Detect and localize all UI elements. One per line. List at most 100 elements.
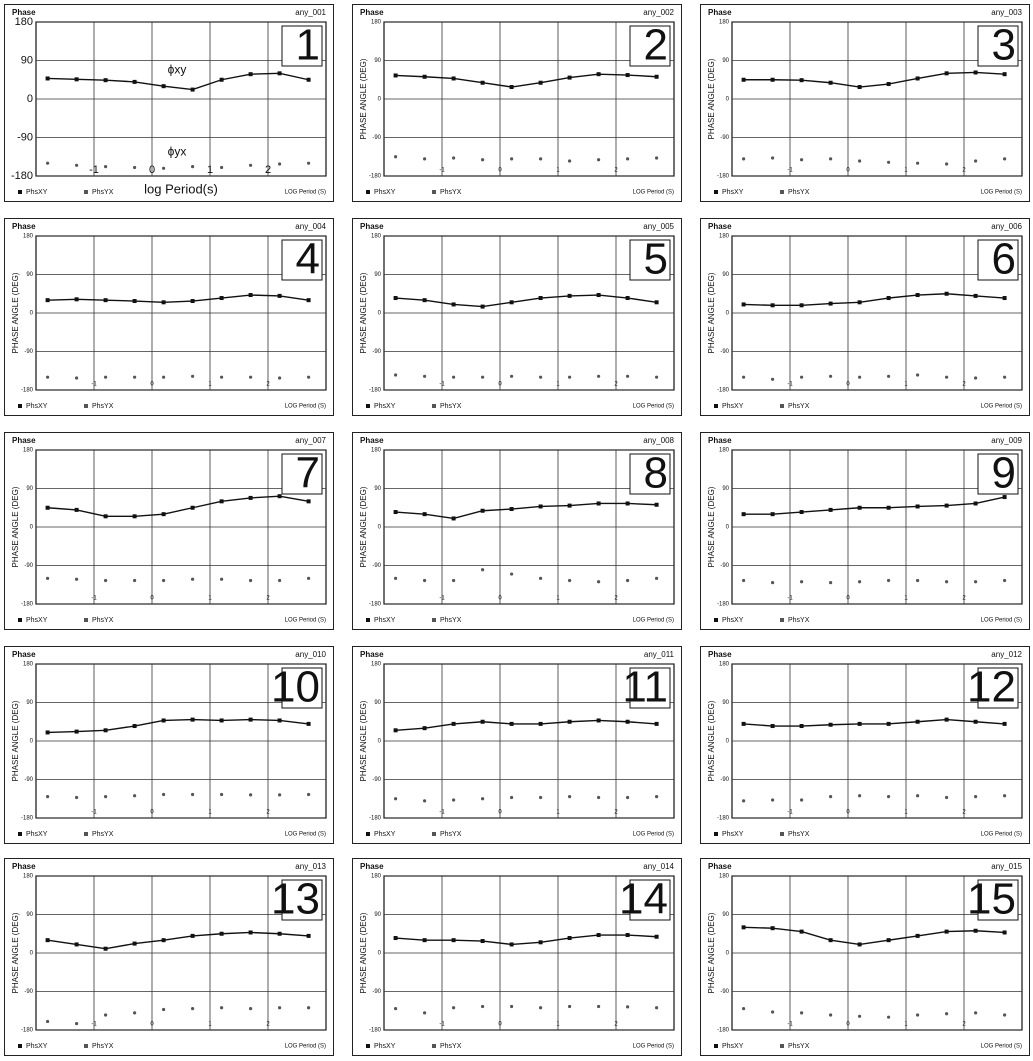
data-point — [1002, 495, 1007, 500]
y-tick-label: 0 — [378, 311, 382, 317]
x-tick-label: 2 — [266, 382, 270, 388]
data-point — [75, 163, 79, 167]
data-point — [104, 164, 108, 169]
data-point — [973, 928, 978, 933]
y-tick-label: -180 — [717, 174, 730, 180]
data-point — [829, 1013, 833, 1017]
data-point — [916, 1013, 920, 1017]
panel-title: Phase — [12, 436, 36, 445]
data-point — [249, 375, 253, 379]
y-tick-label: 90 — [722, 58, 729, 64]
data-point — [654, 74, 659, 79]
data-point — [625, 296, 630, 301]
x-tick-label: 1 — [208, 382, 212, 388]
number-box — [281, 667, 323, 709]
data-point — [133, 375, 137, 379]
data-point — [597, 374, 601, 378]
legend-label: PhsYX — [440, 831, 462, 838]
data-point — [306, 933, 311, 938]
panel-number: 8 — [644, 449, 668, 498]
x-tick-label: 0 — [149, 164, 155, 176]
data-point — [945, 375, 949, 379]
legend-marker — [18, 1044, 22, 1048]
y-tick-label: -180 — [369, 816, 382, 822]
data-point — [422, 512, 427, 517]
data-point — [423, 799, 427, 803]
y-tick-label: -90 — [372, 135, 381, 141]
data-point — [800, 580, 804, 584]
x-tick-label: 2 — [962, 1022, 966, 1028]
data-point — [248, 930, 253, 935]
data-point — [799, 929, 804, 934]
legend-label: PhsXY — [374, 831, 396, 838]
legend-marker — [780, 1044, 784, 1048]
data-point — [45, 938, 50, 943]
data-point — [422, 74, 427, 79]
data-point — [973, 70, 978, 75]
legend-label: PhsYX — [92, 617, 114, 624]
legend-marker — [84, 190, 88, 194]
data-point — [741, 721, 746, 726]
data-point — [945, 580, 949, 584]
legend-marker — [714, 1044, 718, 1048]
legend-label: PhsXY — [374, 1043, 396, 1050]
x-tick-label: 0 — [498, 596, 502, 602]
data-point — [539, 795, 543, 800]
x-tick-label: 2 — [265, 164, 271, 176]
x-tick-label: 0 — [846, 596, 850, 602]
data-point — [191, 164, 195, 169]
data-point — [220, 165, 224, 170]
legend-label: PhsYX — [788, 1043, 810, 1050]
x-tick-label: 2 — [614, 382, 618, 388]
legend-label: PhsYX — [788, 831, 810, 838]
data-point — [46, 795, 50, 799]
data-point — [394, 576, 398, 580]
data-point — [190, 933, 195, 938]
series-line — [395, 502, 657, 520]
data-point — [742, 157, 746, 161]
data-point — [278, 376, 282, 380]
data-point — [132, 299, 137, 304]
data-point — [162, 166, 166, 170]
data-point — [452, 156, 456, 160]
data-point — [248, 72, 253, 77]
y-axis-label: PHASE ANGLE (DEG) — [707, 272, 716, 353]
panel: Phase any_005 -180 -90 0 90 180 -1 0 1 2 PHASE ANGL… — [352, 218, 682, 416]
series-line — [395, 934, 657, 946]
y-axis-label: PHASE ANGLE (DEG) — [11, 486, 20, 567]
panel-number: 11 — [622, 663, 668, 712]
data-point — [191, 577, 195, 581]
y-tick-label: 180 — [719, 448, 730, 454]
data-point — [538, 940, 543, 945]
x-tick-label: -1 — [787, 382, 793, 388]
data-point — [1002, 72, 1007, 77]
panel: Phase any_014 -180 -90 0 90 180 -1 0 1 2 PHASE ANGL… — [352, 858, 682, 1056]
site-name: any_011 — [644, 650, 675, 659]
data-point — [452, 798, 456, 802]
legend-label: PhsXY — [374, 403, 396, 410]
site-name: any_002 — [643, 8, 674, 17]
data-point — [800, 375, 804, 379]
data-point — [423, 578, 427, 583]
data-point — [161, 84, 166, 89]
data-point — [161, 300, 166, 305]
data-point — [887, 578, 891, 583]
site-name: any_004 — [295, 222, 326, 231]
data-point — [828, 938, 833, 943]
site-name: any_015 — [991, 862, 1022, 871]
y-tick-label: 180 — [23, 448, 34, 454]
data-point — [103, 946, 108, 951]
data-point — [973, 719, 978, 724]
x-tick-label: 2 — [266, 810, 270, 816]
data-point — [191, 1007, 195, 1011]
data-point — [741, 77, 746, 82]
legend-label: PhsXY — [722, 831, 744, 838]
data-point — [915, 719, 920, 724]
x-tick-label: -1 — [439, 168, 445, 174]
y-tick-label: 180 — [371, 662, 382, 668]
y-tick-label: 0 — [30, 525, 34, 531]
data-point — [480, 80, 485, 85]
annotation: ϕyx — [168, 144, 187, 158]
data-point — [858, 794, 862, 798]
